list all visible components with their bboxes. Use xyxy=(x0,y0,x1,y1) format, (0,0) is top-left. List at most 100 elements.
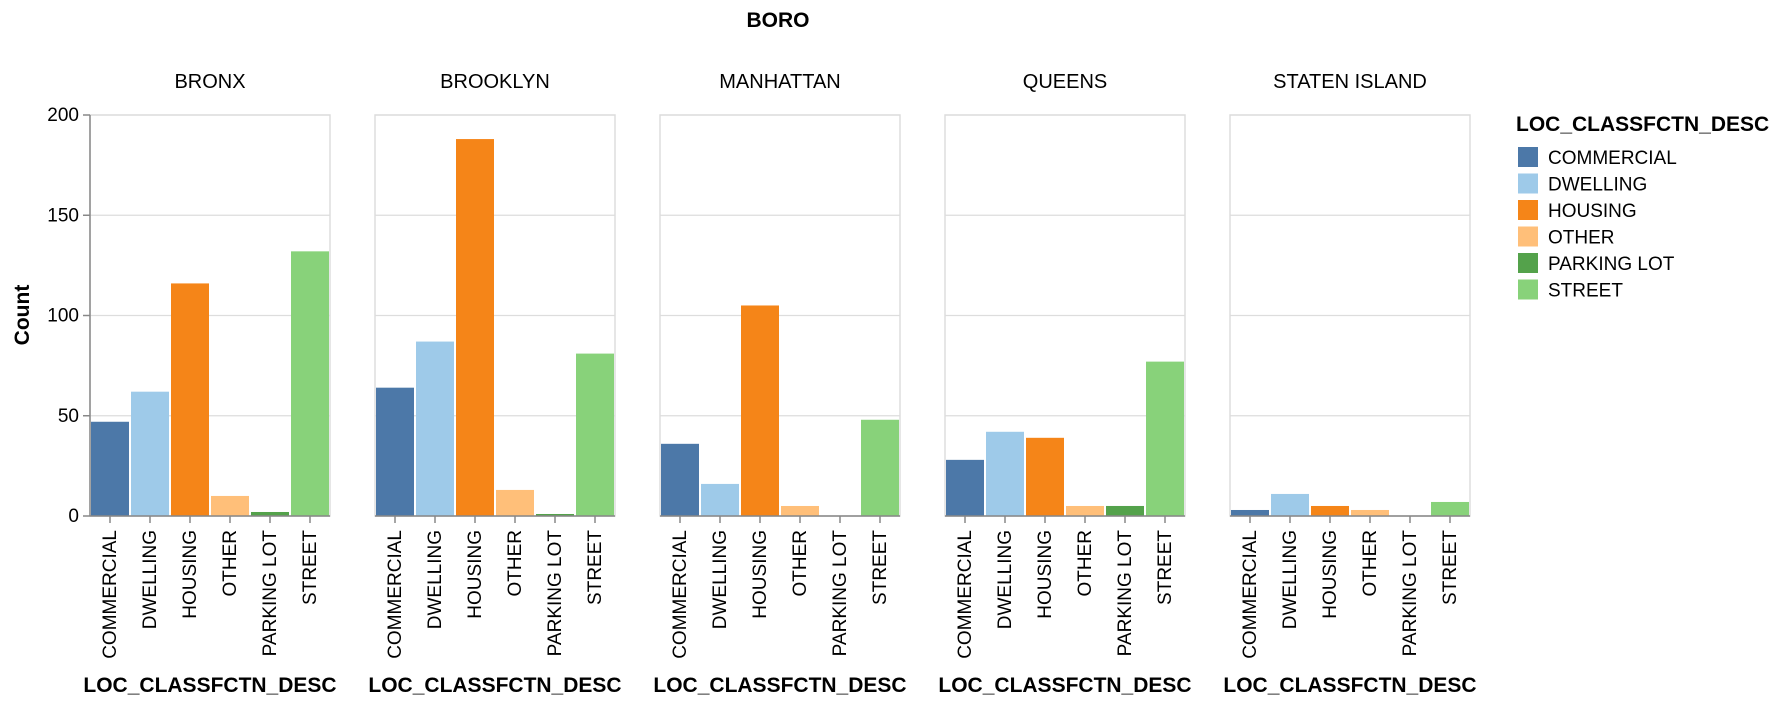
bar-queens-other xyxy=(1066,505,1104,516)
facet-manhattan: MANHATTAN COMMERCIAL DWELLING HOUSING OTHER P… xyxy=(653,71,906,697)
facets: BRONX COMMERCIAL DWELLING HOUSING OTHER PARKI… xyxy=(47,71,1476,697)
y-tick-label: 100 xyxy=(47,306,79,327)
facet-staten-island: STATEN ISLAND COMMERCIAL DWELLING HOUSING OT… xyxy=(1223,71,1476,697)
legend-swatch xyxy=(1518,226,1538,247)
legend-items: COMMERCIAL DWELLING HOUSING OTHER PARKING LO… xyxy=(1518,147,1677,302)
bar-bronx-commercial xyxy=(91,421,129,516)
legend-label: COMMERCIAL xyxy=(1548,148,1677,169)
x-tick-label: COMMERCIAL xyxy=(955,530,976,659)
facet-header: QUEENS xyxy=(1023,71,1107,93)
x-tick-label: PARKING LOT xyxy=(1400,530,1421,657)
legend-swatch xyxy=(1518,173,1538,194)
x-tick-label: PARKING LOT xyxy=(545,530,566,657)
legend-label: HOUSING xyxy=(1548,201,1637,222)
bar-bronx-street xyxy=(291,251,329,516)
legend-item-other: OTHER xyxy=(1518,226,1615,249)
legend-label: DWELLING xyxy=(1548,175,1647,196)
y-tick-label: 150 xyxy=(47,205,79,226)
bar-queens-dwelling xyxy=(986,431,1024,516)
legend-swatch xyxy=(1518,253,1538,273)
x-tick-label: OTHER xyxy=(1360,530,1381,597)
bar-queens-commercial xyxy=(946,459,984,516)
facet-header: STATEN ISLAND xyxy=(1273,71,1427,93)
legend-item-street: STREET xyxy=(1518,279,1623,302)
facet-header: BRONX xyxy=(174,71,245,93)
facet-queens: QUEENS COMMERCIAL DWELLING HOUSING OTHER PARK… xyxy=(938,71,1191,697)
x-tick-label: OTHER xyxy=(505,530,526,597)
bar-manhattan-commercial xyxy=(661,443,699,516)
x-tick-label: DWELLING xyxy=(425,530,446,629)
bar-staten-island-commercial xyxy=(1231,509,1269,516)
legend-title: LOC_CLASSFCTN_DESC xyxy=(1516,113,1769,136)
x-tick-label: STREET xyxy=(585,530,606,605)
facet-brooklyn: BROOKLYN COMMERCIAL DWELLING HOUSING OTHER PA… xyxy=(368,71,621,697)
x-tick-label: HOUSING xyxy=(750,530,771,619)
bar-queens-parking-lot xyxy=(1106,505,1144,516)
facet-header: MANHATTAN xyxy=(719,71,840,93)
x-axis-title: LOC_CLASSFCTN_DESC xyxy=(368,674,621,697)
bar-bronx-housing xyxy=(171,283,209,516)
bar-queens-housing xyxy=(1026,437,1064,516)
bar-brooklyn-dwelling xyxy=(416,341,454,516)
bar-brooklyn-parking-lot xyxy=(536,513,574,516)
legend-label: OTHER xyxy=(1548,228,1615,249)
y-tick-label: 50 xyxy=(58,406,79,427)
bar-manhattan-housing xyxy=(741,305,779,516)
bar-brooklyn-commercial xyxy=(376,387,414,516)
y-tick-label: 200 xyxy=(47,105,79,126)
x-tick-label: HOUSING xyxy=(1320,530,1341,619)
bar-manhattan-other xyxy=(781,505,819,516)
legend-label: STREET xyxy=(1548,281,1623,302)
x-tick-label: DWELLING xyxy=(710,530,731,629)
x-tick-label: PARKING LOT xyxy=(830,530,851,657)
facet-bronx: BRONX COMMERCIAL DWELLING HOUSING OTHER PARKI… xyxy=(47,71,336,697)
bar-manhattan-street xyxy=(861,419,899,516)
x-axis-title: LOC_CLASSFCTN_DESC xyxy=(1223,674,1476,697)
bar-bronx-other xyxy=(211,495,249,516)
legend-swatch xyxy=(1518,147,1538,167)
legend-swatch xyxy=(1518,279,1538,300)
legend-item-parking-lot: PARKING LOT xyxy=(1518,253,1675,275)
legend: LOC_CLASSFCTN_DESC COMMERCIAL DWELLING HOU… xyxy=(1516,113,1769,302)
x-tick-label: COMMERCIAL xyxy=(1240,530,1261,659)
x-tick-label: DWELLING xyxy=(140,530,161,629)
legend-item-dwelling: DWELLING xyxy=(1518,173,1647,196)
x-tick-label: OTHER xyxy=(220,530,241,597)
bar-queens-street xyxy=(1146,361,1184,516)
x-tick-label: DWELLING xyxy=(1280,530,1301,629)
x-tick-label: HOUSING xyxy=(465,530,486,619)
x-tick-label: COMMERCIAL xyxy=(670,530,691,659)
x-tick-label: PARKING LOT xyxy=(260,530,281,657)
x-tick-label: COMMERCIAL xyxy=(385,530,406,659)
legend-item-housing: HOUSING xyxy=(1518,200,1637,222)
x-axis-title: LOC_CLASSFCTN_DESC xyxy=(653,674,906,697)
bar-brooklyn-street xyxy=(576,353,614,516)
bar-staten-island-housing xyxy=(1311,505,1349,516)
x-axis-title: LOC_CLASSFCTN_DESC xyxy=(938,674,1191,697)
bar-brooklyn-other xyxy=(496,489,534,516)
x-tick-label: STREET xyxy=(300,530,321,605)
x-axis-title: LOC_CLASSFCTN_DESC xyxy=(83,674,336,697)
y-axis-title: Count xyxy=(11,285,34,346)
bar-manhattan-dwelling xyxy=(701,483,739,516)
y-tick-label: 0 xyxy=(68,506,79,527)
bar-staten-island-other xyxy=(1351,509,1389,516)
x-tick-label: DWELLING xyxy=(995,530,1016,629)
bar-brooklyn-housing xyxy=(456,139,494,516)
bar-bronx-dwelling xyxy=(131,391,169,516)
x-tick-label: STREET xyxy=(1155,530,1176,605)
x-tick-label: HOUSING xyxy=(180,530,201,619)
bar-bronx-parking-lot xyxy=(251,511,289,516)
x-tick-label: STREET xyxy=(870,530,891,605)
legend-item-commercial: COMMERCIAL xyxy=(1518,147,1677,169)
x-tick-label: COMMERCIAL xyxy=(100,530,121,659)
x-tick-label: OTHER xyxy=(790,530,811,597)
chart-title: BORO xyxy=(747,9,810,32)
x-tick-label: HOUSING xyxy=(1035,530,1056,619)
bar-staten-island-street xyxy=(1431,501,1469,516)
legend-swatch xyxy=(1518,200,1538,220)
x-tick-label: OTHER xyxy=(1075,530,1096,597)
facet-header: BROOKLYN xyxy=(440,71,550,93)
